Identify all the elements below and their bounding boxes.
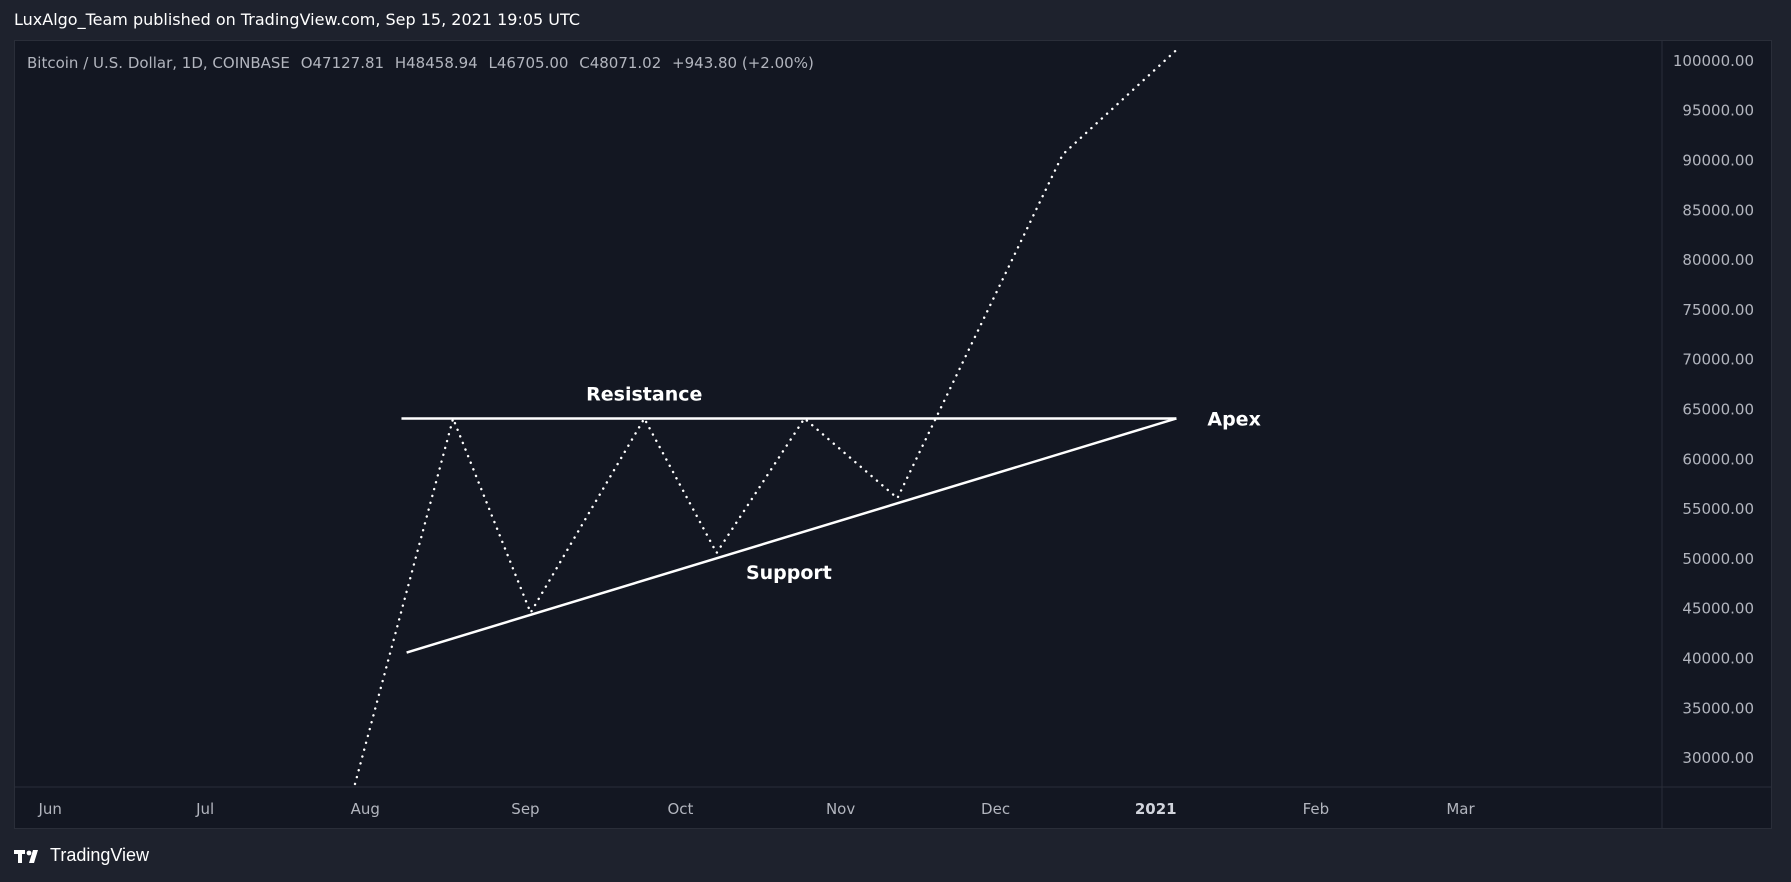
y-tick-label: 60000.00 — [1682, 450, 1754, 468]
x-tick-label: 2021 — [1135, 800, 1177, 818]
high-value: H48458.94 — [394, 54, 478, 72]
tradingview-logo-icon — [14, 849, 38, 863]
y-tick-label: 100000.00 — [1673, 52, 1754, 70]
price-axis: 30000.00 35000.00 40000.00 45000.00 50000.00… — [1673, 52, 1754, 767]
y-tick-label: 95000.00 — [1682, 102, 1754, 120]
y-tick-label: 30000.00 — [1682, 749, 1754, 767]
symbol-name: Bitcoin / U.S. Dollar, 1D, COINBASE — [27, 54, 290, 72]
x-tick-label: Jul — [195, 800, 214, 818]
y-tick-label: 70000.00 — [1682, 351, 1754, 369]
brand-name: TradingView — [50, 845, 150, 865]
dotted-price-path — [353, 48, 1178, 786]
x-tick-label: Nov — [826, 800, 855, 818]
x-tick-label: Dec — [981, 800, 1010, 818]
low-value: L46705.00 — [488, 54, 569, 72]
annotations: Resistance Apex Support — [586, 384, 1261, 584]
x-tick-label: Sep — [511, 800, 539, 818]
close-value: C48071.02 — [579, 54, 662, 72]
apex-label: Apex — [1207, 408, 1260, 430]
y-tick-label: 40000.00 — [1682, 650, 1754, 668]
symbol-legend: Bitcoin / U.S. Dollar, 1D, COINBASE O471… — [27, 54, 820, 72]
y-tick-label: 85000.00 — [1682, 201, 1754, 219]
y-tick-label: 90000.00 — [1682, 152, 1754, 170]
change-value: +943.80 (+2.00%) — [672, 54, 814, 72]
support-line — [406, 417, 1177, 654]
x-tick-label: Mar — [1446, 800, 1475, 818]
time-axis: Jun Jul Aug Sep Oct Nov Dec 2021 Feb Mar — [37, 800, 1475, 818]
price-path — [353, 48, 1178, 786]
chart-frame[interactable] — [14, 40, 1772, 829]
y-tick-label: 55000.00 — [1682, 500, 1754, 518]
support-label: Support — [746, 562, 832, 584]
publish-info: LuxAlgo_Team published on TradingView.co… — [14, 10, 580, 29]
open-value: O47127.81 — [300, 54, 385, 72]
resistance-label: Resistance — [586, 384, 702, 406]
y-tick-label: 65000.00 — [1682, 401, 1754, 419]
tradingview-logo[interactable]: TradingView — [14, 845, 149, 866]
x-tick-label: Feb — [1303, 800, 1330, 818]
y-tick-label: 80000.00 — [1682, 251, 1754, 269]
x-tick-label: Oct — [667, 800, 693, 818]
x-tick-label: Jun — [37, 800, 61, 818]
y-tick-label: 75000.00 — [1682, 301, 1754, 319]
y-tick-label: 50000.00 — [1682, 550, 1754, 568]
y-tick-label: 35000.00 — [1682, 699, 1754, 717]
y-tick-label: 45000.00 — [1682, 600, 1754, 618]
trendlines — [401, 417, 1177, 654]
x-tick-label: Aug — [351, 800, 380, 818]
axes-dividers — [14, 40, 1772, 829]
